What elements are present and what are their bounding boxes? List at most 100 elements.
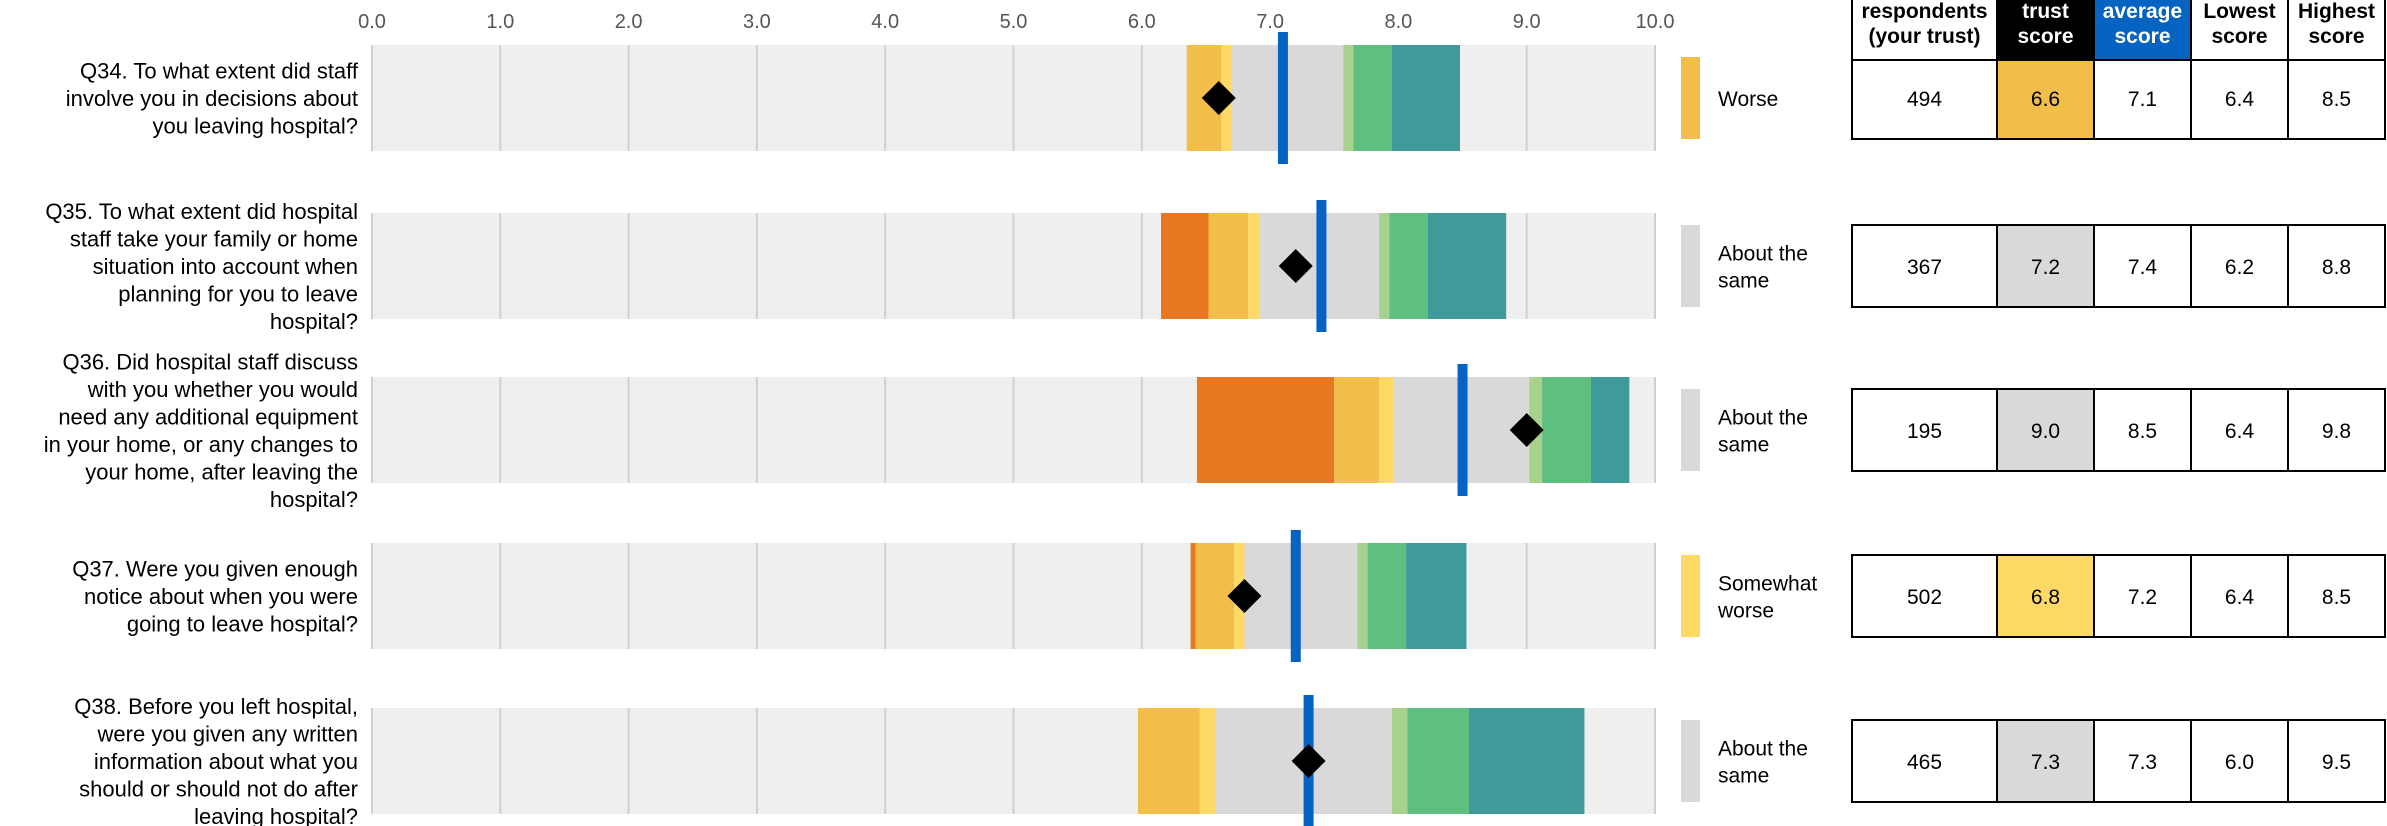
- table-cell-highest-score-text: 8.5: [2322, 88, 2351, 111]
- table-row: 195 9.0 8.5 6.4 9.8: [1851, 388, 2386, 472]
- band-label-line: same: [1718, 270, 1769, 293]
- band-segment-worse: [1208, 213, 1249, 319]
- table-cell-respondents: 502: [1907, 586, 1942, 609]
- question-label-line: need any additional equipment: [58, 404, 358, 429]
- band-segment-much-worse: [1190, 543, 1196, 649]
- band-segment-somewhat-worse: [1379, 377, 1394, 483]
- national-average-line: [1277, 32, 1288, 164]
- band-segment-much-better: [1391, 45, 1460, 151]
- table-cell-average-score-text: 7.3: [2128, 751, 2157, 774]
- question-label: Q35. To what extent did hospital staff ta…: [45, 199, 358, 334]
- question-label: Q38. Before you left hospital, were you g…: [74, 694, 358, 826]
- band-swatch: [1681, 57, 1700, 139]
- x-axis-ticks: 0.0 1.0 2.0 3.0 4.0 5.0 6.0 7.0 8.0 9.0 10.0: [358, 11, 1674, 33]
- x-tick-label: 9.0: [1513, 11, 1541, 33]
- national-average-line: [1290, 530, 1301, 662]
- band-segment-somewhat-better: [1379, 213, 1390, 319]
- question-label: Q36. Did hospital staff discuss with you …: [44, 349, 358, 512]
- table-cell-bg: [1851, 224, 1998, 308]
- band-segment-somewhat-better: [1391, 708, 1408, 814]
- question-label-line: Q37. Were you given enough: [72, 557, 358, 582]
- trust-score-marker: [1291, 744, 1326, 778]
- band-label: Somewhat worse: [1717, 573, 1817, 623]
- national-average-line: [1457, 364, 1468, 496]
- band-swatch: [1681, 389, 1700, 471]
- table-cell-trust-score-text: 7.2: [2031, 256, 2060, 279]
- band-label: About the same: [1718, 407, 1808, 457]
- table-cell-bg: [2093, 719, 2192, 803]
- table-cell-bg: [2093, 56, 2192, 140]
- table-cell-highest-score-text: 8.5: [2322, 586, 2351, 609]
- question-label-line: you leaving hospital?: [153, 114, 358, 139]
- table-cell-bg: [1851, 388, 1998, 472]
- question-label-line: were you given any written: [97, 722, 358, 747]
- header-text-line: respondents: [1861, 0, 1987, 23]
- question-label-line: leaving hospital?: [194, 804, 358, 826]
- x-tick-label: 10.0: [1636, 11, 1675, 33]
- header-text-line: trust: [2022, 0, 2069, 23]
- question-label-line: planning for you to leave: [118, 282, 358, 307]
- band-swatch: [1681, 225, 1700, 307]
- table-cell-bg: [2190, 224, 2289, 308]
- question-row: Q35. To what extent did hospital staff ta…: [45, 199, 2386, 334]
- table-cell-bg: [1996, 56, 2095, 140]
- band-segment-about-same: [1244, 543, 1358, 649]
- band-swatch: [1681, 555, 1700, 637]
- header-text-line: (your trust): [1869, 25, 1981, 48]
- band-segment-somewhat-better: [1357, 543, 1368, 649]
- x-tick-label: 6.0: [1128, 11, 1156, 33]
- band-label-line: About the: [1718, 243, 1808, 266]
- band-segment-better: [1389, 213, 1428, 319]
- x-tick-label: 0.0: [358, 11, 386, 33]
- table-cell-lowest-score-text: 6.4: [2225, 586, 2255, 609]
- trust-score-marker: [1201, 81, 1236, 115]
- table-cell-respondents: 195: [1907, 420, 1942, 443]
- question-label-line: situation into account when: [93, 254, 358, 279]
- question-label-line: your home, after leaving the: [85, 459, 358, 484]
- header-respondents: respondents(your trust): [1851, 0, 1998, 61]
- table-row: 367 7.2 7.4 6.2 8.8: [1851, 224, 2386, 308]
- x-tick-label: 8.0: [1384, 11, 1412, 33]
- band-label-line: About the: [1718, 738, 1808, 761]
- table-cell-average-score-text: 7.4: [2128, 256, 2158, 279]
- table-cell-trust-score-text: 9.0: [2031, 420, 2060, 443]
- table-cell-trust-score-text: 7.3: [2031, 751, 2060, 774]
- table-cell-lowest-score-text: 6.4: [2225, 420, 2255, 443]
- band-label: About the same: [1718, 243, 1808, 293]
- table-cell-respondents: 367: [1907, 256, 1942, 279]
- question-row: Q38. Before you left hospital, were you g…: [74, 694, 2386, 826]
- x-tick-label: 1.0: [486, 11, 514, 33]
- x-tick-label: 5.0: [1000, 11, 1028, 33]
- band-segment-much-better: [1590, 377, 1630, 483]
- band-segment-much-better: [1427, 213, 1507, 319]
- table-cell-highest-score-text: 8.8: [2322, 256, 2351, 279]
- table-row: 494 6.6 7.1 6.4 8.5: [1851, 56, 2386, 140]
- table-cell-respondents: 465: [1907, 751, 1942, 774]
- header-text-line: average: [2103, 0, 2182, 23]
- table-cell-bg: [1996, 554, 2095, 638]
- x-tick-label: 3.0: [743, 11, 771, 33]
- band-segment-worse: [1137, 708, 1200, 814]
- trust-score-marker: [1278, 249, 1313, 283]
- question-label-line: with you whether you would: [87, 377, 358, 402]
- band-segment-much-worse: [1161, 213, 1209, 319]
- table-row: 502 6.8 7.2 6.4 8.5: [1851, 554, 2386, 638]
- question-label-line: staff take your family or home: [70, 227, 358, 252]
- question-label-line: should or should not do after: [79, 777, 358, 802]
- table-cell-bg: [2190, 388, 2289, 472]
- table-cell-average-score-text: 8.5: [2128, 420, 2157, 443]
- band-segment-much-worse: [1196, 377, 1335, 483]
- band-label: About the same: [1718, 738, 1808, 788]
- band-segment-much-better: [1468, 708, 1585, 814]
- header-text-line: score: [2017, 25, 2073, 48]
- band-label-line: same: [1718, 434, 1769, 457]
- table-cell-bg: [2287, 224, 2386, 308]
- question-label-line: hospital?: [270, 487, 358, 512]
- table-cell-bg: [2093, 388, 2192, 472]
